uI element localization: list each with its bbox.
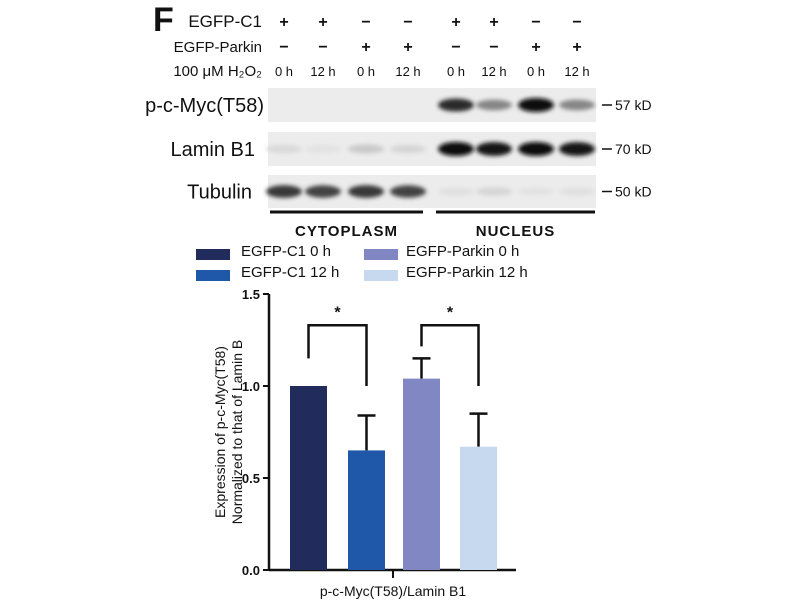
condition-value: + [403, 39, 412, 56]
molecular-weight-marker: 50 kD [615, 184, 652, 200]
y-tick-label: 0.0 [242, 563, 260, 578]
condition-value: − [361, 14, 370, 31]
protein-band [438, 142, 474, 156]
y-tick-label: 1.0 [242, 379, 260, 394]
bar [348, 450, 385, 570]
protein-band [559, 99, 595, 111]
legend-swatch [196, 270, 230, 281]
significance-bracket [420, 324, 480, 386]
y-axis-label-line: Normalized to that of Lamin B [229, 340, 245, 524]
condition-label: 100 μM H₂O₂ [173, 63, 262, 80]
condition-value: 12 h [481, 64, 506, 79]
significance-star: * [447, 304, 454, 321]
molecular-weight-marker: 70 kD [615, 141, 652, 157]
legend-label: EGFP-C1 0 h [241, 243, 331, 260]
protein-label: p-c-Myc(T58) [145, 95, 264, 117]
condition-value: + [318, 14, 327, 31]
protein-band [266, 144, 302, 154]
y-tick-label: 1.5 [242, 287, 260, 302]
condition-value: + [279, 14, 288, 31]
condition-value: 0 h [447, 64, 465, 79]
legend-label: EGFP-Parkin 0 h [406, 243, 519, 260]
condition-label: EGFP-Parkin [174, 39, 262, 56]
condition-value: + [489, 14, 498, 31]
legend-label: EGFP-C1 12 h [241, 264, 339, 281]
legend-swatch [196, 249, 230, 260]
condition-value: + [361, 39, 370, 56]
condition-value: − [451, 39, 460, 56]
protein-band [559, 187, 595, 196]
molecular-weight-marker: 57 kD [615, 97, 652, 113]
fraction-label: NUCLEUS [476, 223, 556, 240]
protein-band [476, 99, 512, 111]
protein-band [348, 144, 384, 154]
protein-label: Lamin B1 [171, 139, 256, 161]
condition-value: 12 h [310, 64, 335, 79]
protein-band [559, 142, 595, 156]
y-axis-label-line: Expression of p-c-Myc(T58) [212, 346, 228, 518]
condition-value: − [572, 14, 581, 31]
protein-band [518, 187, 554, 196]
protein-band [348, 185, 384, 198]
condition-value: 0 h [357, 64, 375, 79]
condition-value: − [403, 14, 412, 31]
bar [460, 446, 497, 570]
y-tick-label: 0.5 [242, 471, 260, 486]
chart-legend: EGFP-C1 0 h EGFP-C1 12 h EGFP-Parkin 0 h EG… [196, 243, 528, 281]
bar [403, 378, 440, 570]
protein-band [518, 98, 554, 112]
protein-band [438, 187, 474, 196]
condition-value: 12 h [564, 64, 589, 79]
significance-star: * [334, 304, 341, 321]
condition-value: − [531, 14, 540, 31]
condition-value: 12 h [395, 64, 420, 79]
condition-value: + [451, 14, 460, 31]
western-blot: EGFP-C1 + + − − + + − −EGFP-Parkin − − + + − − + +100 μM… [145, 12, 651, 240]
y-axis-label: Expression of p-c-Myc(T58)Normalized to … [212, 340, 245, 524]
bar [290, 386, 327, 570]
protein-band [438, 98, 474, 112]
protein-band [518, 142, 554, 156]
protein-band [390, 185, 426, 198]
panel-letter: F [153, 1, 174, 39]
x-axis-label: p-c-Myc(T58)/Lamin B1 [320, 583, 466, 599]
protein-band [305, 144, 341, 154]
protein-label: Tubulin [187, 182, 252, 204]
legend-swatch [364, 270, 398, 281]
condition-value: − [318, 39, 327, 56]
fraction-label: CYTOPLASM [295, 223, 398, 240]
protein-band [476, 187, 512, 196]
condition-value: 0 h [527, 64, 545, 79]
protein-band [390, 144, 426, 154]
condition-value: − [489, 39, 498, 56]
condition-value: − [279, 39, 288, 56]
bar-chart: 0.0 0.5 1.0 1.5 * * p-c-Myc(T58)/Lamin B1 Expre… [212, 287, 516, 599]
protein-band [305, 185, 341, 198]
condition-value: + [531, 39, 540, 56]
protein-band [476, 142, 512, 156]
protein-band [266, 185, 302, 198]
condition-value: 0 h [275, 64, 293, 79]
legend-label: EGFP-Parkin 12 h [406, 264, 528, 281]
condition-value: + [572, 39, 581, 56]
condition-label: EGFP-C1 [188, 12, 262, 31]
legend-swatch [364, 249, 398, 260]
significance-bracket [307, 324, 368, 386]
